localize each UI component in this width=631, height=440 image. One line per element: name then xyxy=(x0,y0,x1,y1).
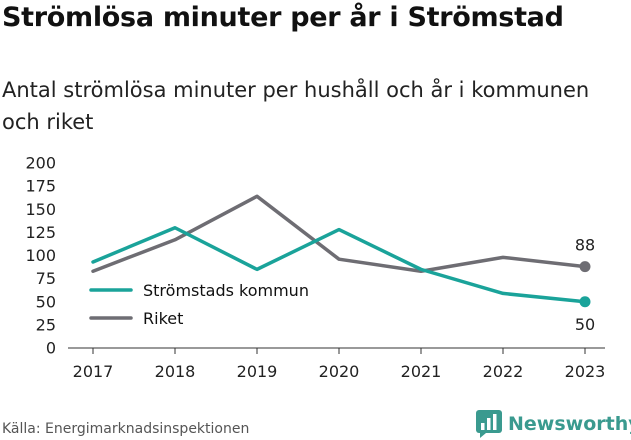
series-end-label: 88 xyxy=(575,236,595,255)
source-note: Källa: Energimarknadsinspektionen xyxy=(2,421,250,437)
y-tick-label: 75 xyxy=(36,269,56,288)
y-tick-label: 50 xyxy=(36,292,56,311)
chart-title: Strömlösa minuter per år i Strömstad xyxy=(2,2,564,33)
legend-label: Riket xyxy=(143,309,183,328)
series-line-riket xyxy=(91,194,587,273)
series-end-point xyxy=(579,296,591,308)
brand-name: Newsworthy xyxy=(508,413,631,435)
y-tick-label: 175 xyxy=(25,177,56,196)
x-tick-label: 2020 xyxy=(319,362,360,381)
line-chart: 0 25 50 75 100 125 150 175 200 2017 2018 2019 2020 20… xyxy=(25,154,606,382)
series-end-point xyxy=(579,261,591,273)
x-tick-label: 2023 xyxy=(565,362,606,381)
y-tick-label: 25 xyxy=(36,315,56,334)
y-tick-label: 100 xyxy=(25,246,56,265)
y-tick-label: 200 xyxy=(25,154,56,173)
x-tick-label: 2017 xyxy=(73,362,114,381)
series-end-label: 50 xyxy=(575,315,595,334)
brand-logo[interactable]: Newsworthy xyxy=(476,408,631,440)
x-tick-label: 2019 xyxy=(237,362,278,381)
y-tick-label: 125 xyxy=(25,223,56,242)
legend-label: Strömstads kommun xyxy=(143,281,309,300)
y-tick-label: 150 xyxy=(25,200,56,219)
x-tick-label: 2021 xyxy=(401,362,442,381)
x-tick-label: 2018 xyxy=(155,362,196,381)
series-line-stromstad xyxy=(91,226,587,304)
bar-chart-logo-icon xyxy=(476,410,502,438)
y-tick-label: 0 xyxy=(46,339,56,358)
x-tick-label: 2022 xyxy=(483,362,524,381)
chart-subtitle: Antal strömlösa minuter per hushåll och … xyxy=(2,78,590,134)
